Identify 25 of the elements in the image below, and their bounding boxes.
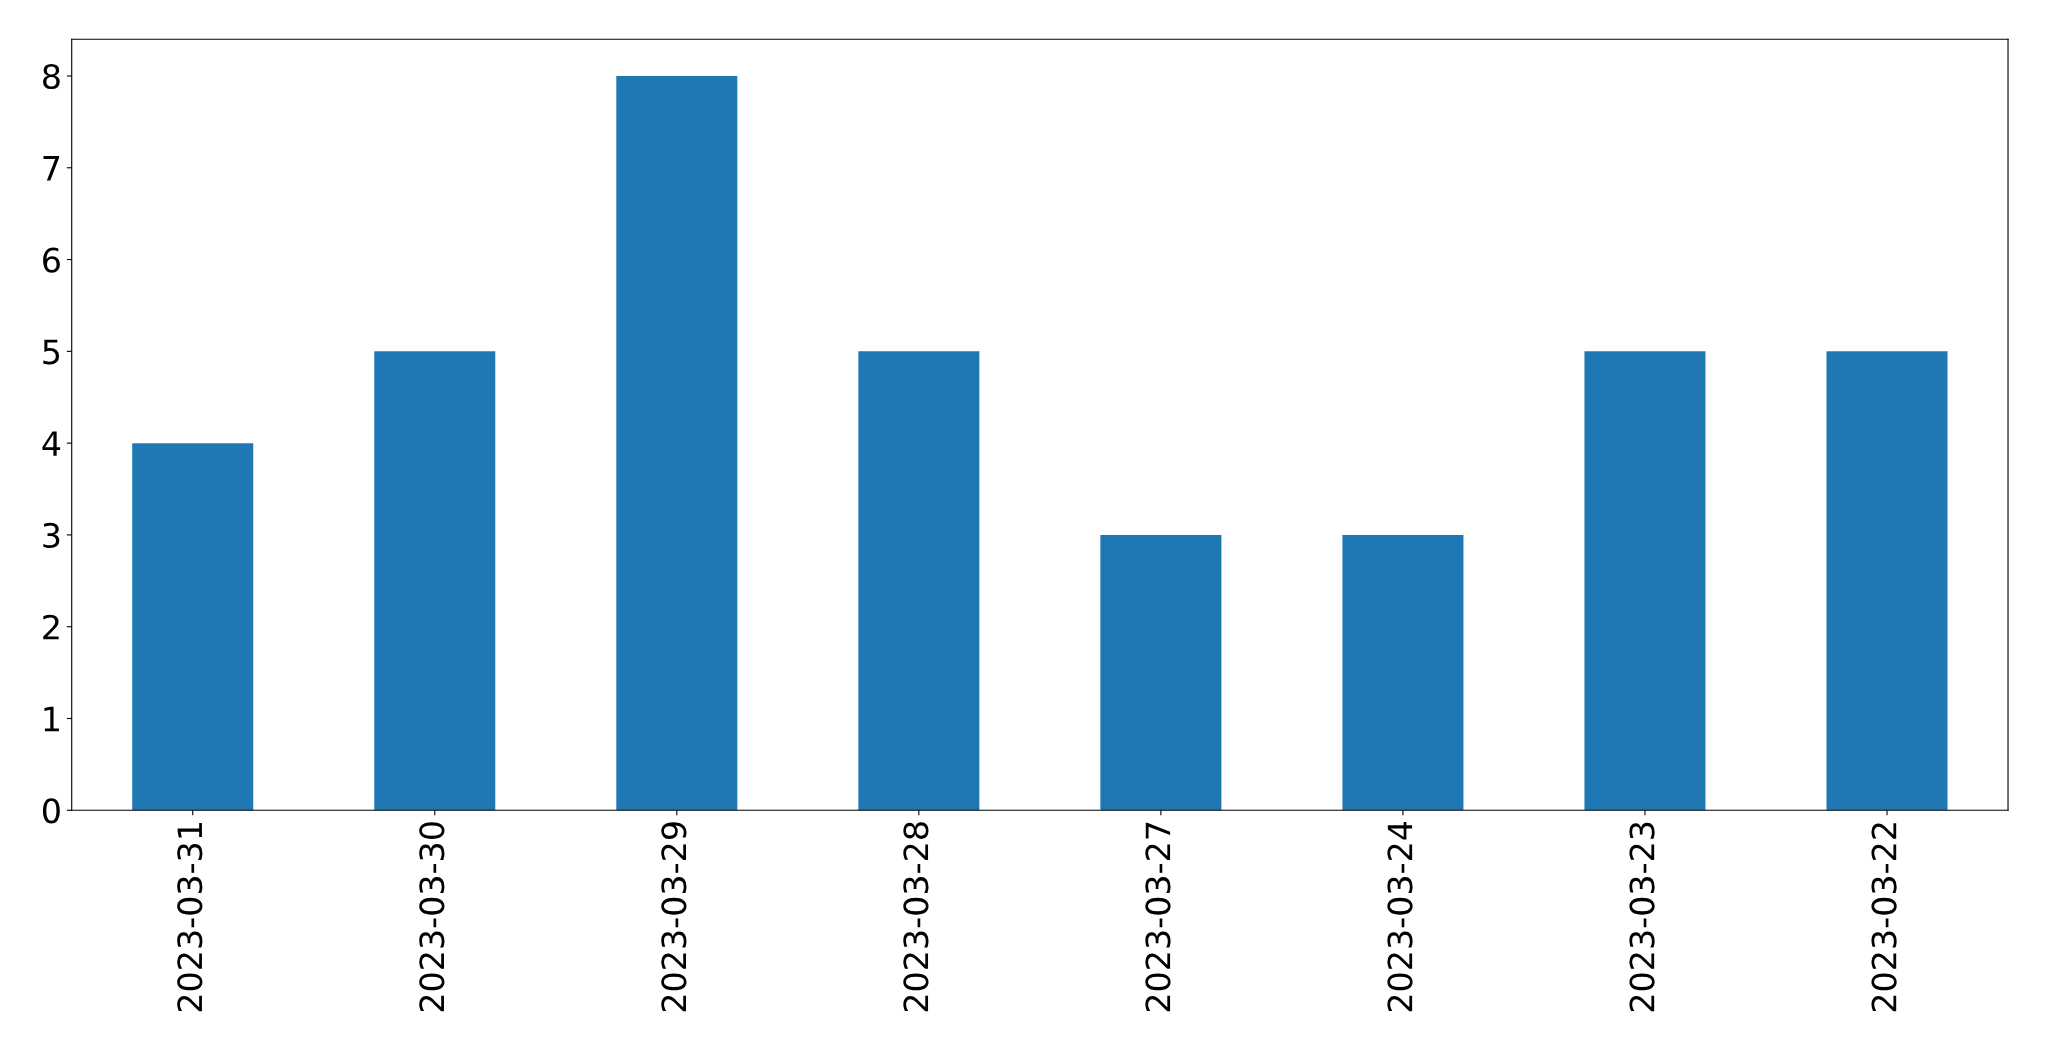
y-tick-label: 0 <box>42 798 60 824</box>
y-tick-label: 4 <box>42 431 61 456</box>
bar <box>374 351 496 811</box>
y-tick-label: 6 <box>43 247 60 273</box>
y-tick-label: 3 <box>43 522 60 549</box>
bar <box>1342 534 1464 811</box>
bar <box>1100 534 1222 811</box>
bar <box>1584 351 1706 811</box>
x-tick-label: 2023-03-22 <box>1871 823 1897 1012</box>
x-tick-label: 2023-03-24 <box>1387 821 1413 1012</box>
bar <box>1826 351 1948 811</box>
y-tick-label: 1 <box>44 706 59 732</box>
y-tick-label: 2 <box>43 614 59 640</box>
bar <box>858 351 980 811</box>
bar <box>132 443 254 811</box>
y-tick-label: 7 <box>43 156 60 181</box>
x-tick-label: 2023-03-23 <box>1629 822 1655 1012</box>
y-tick-label: 5 <box>43 339 60 365</box>
x-tick-label: 2023-03-28 <box>903 822 929 1012</box>
x-tick-label: 2023-03-29 <box>661 822 687 1012</box>
x-tick-label: 2023-03-30 <box>419 822 445 1012</box>
bar <box>616 75 738 811</box>
y-tick-label: 8 <box>43 63 60 90</box>
x-tick-label: 2023-03-31 <box>177 823 203 1012</box>
x-tick-label: 2023-03-27 <box>1145 822 1171 1012</box>
